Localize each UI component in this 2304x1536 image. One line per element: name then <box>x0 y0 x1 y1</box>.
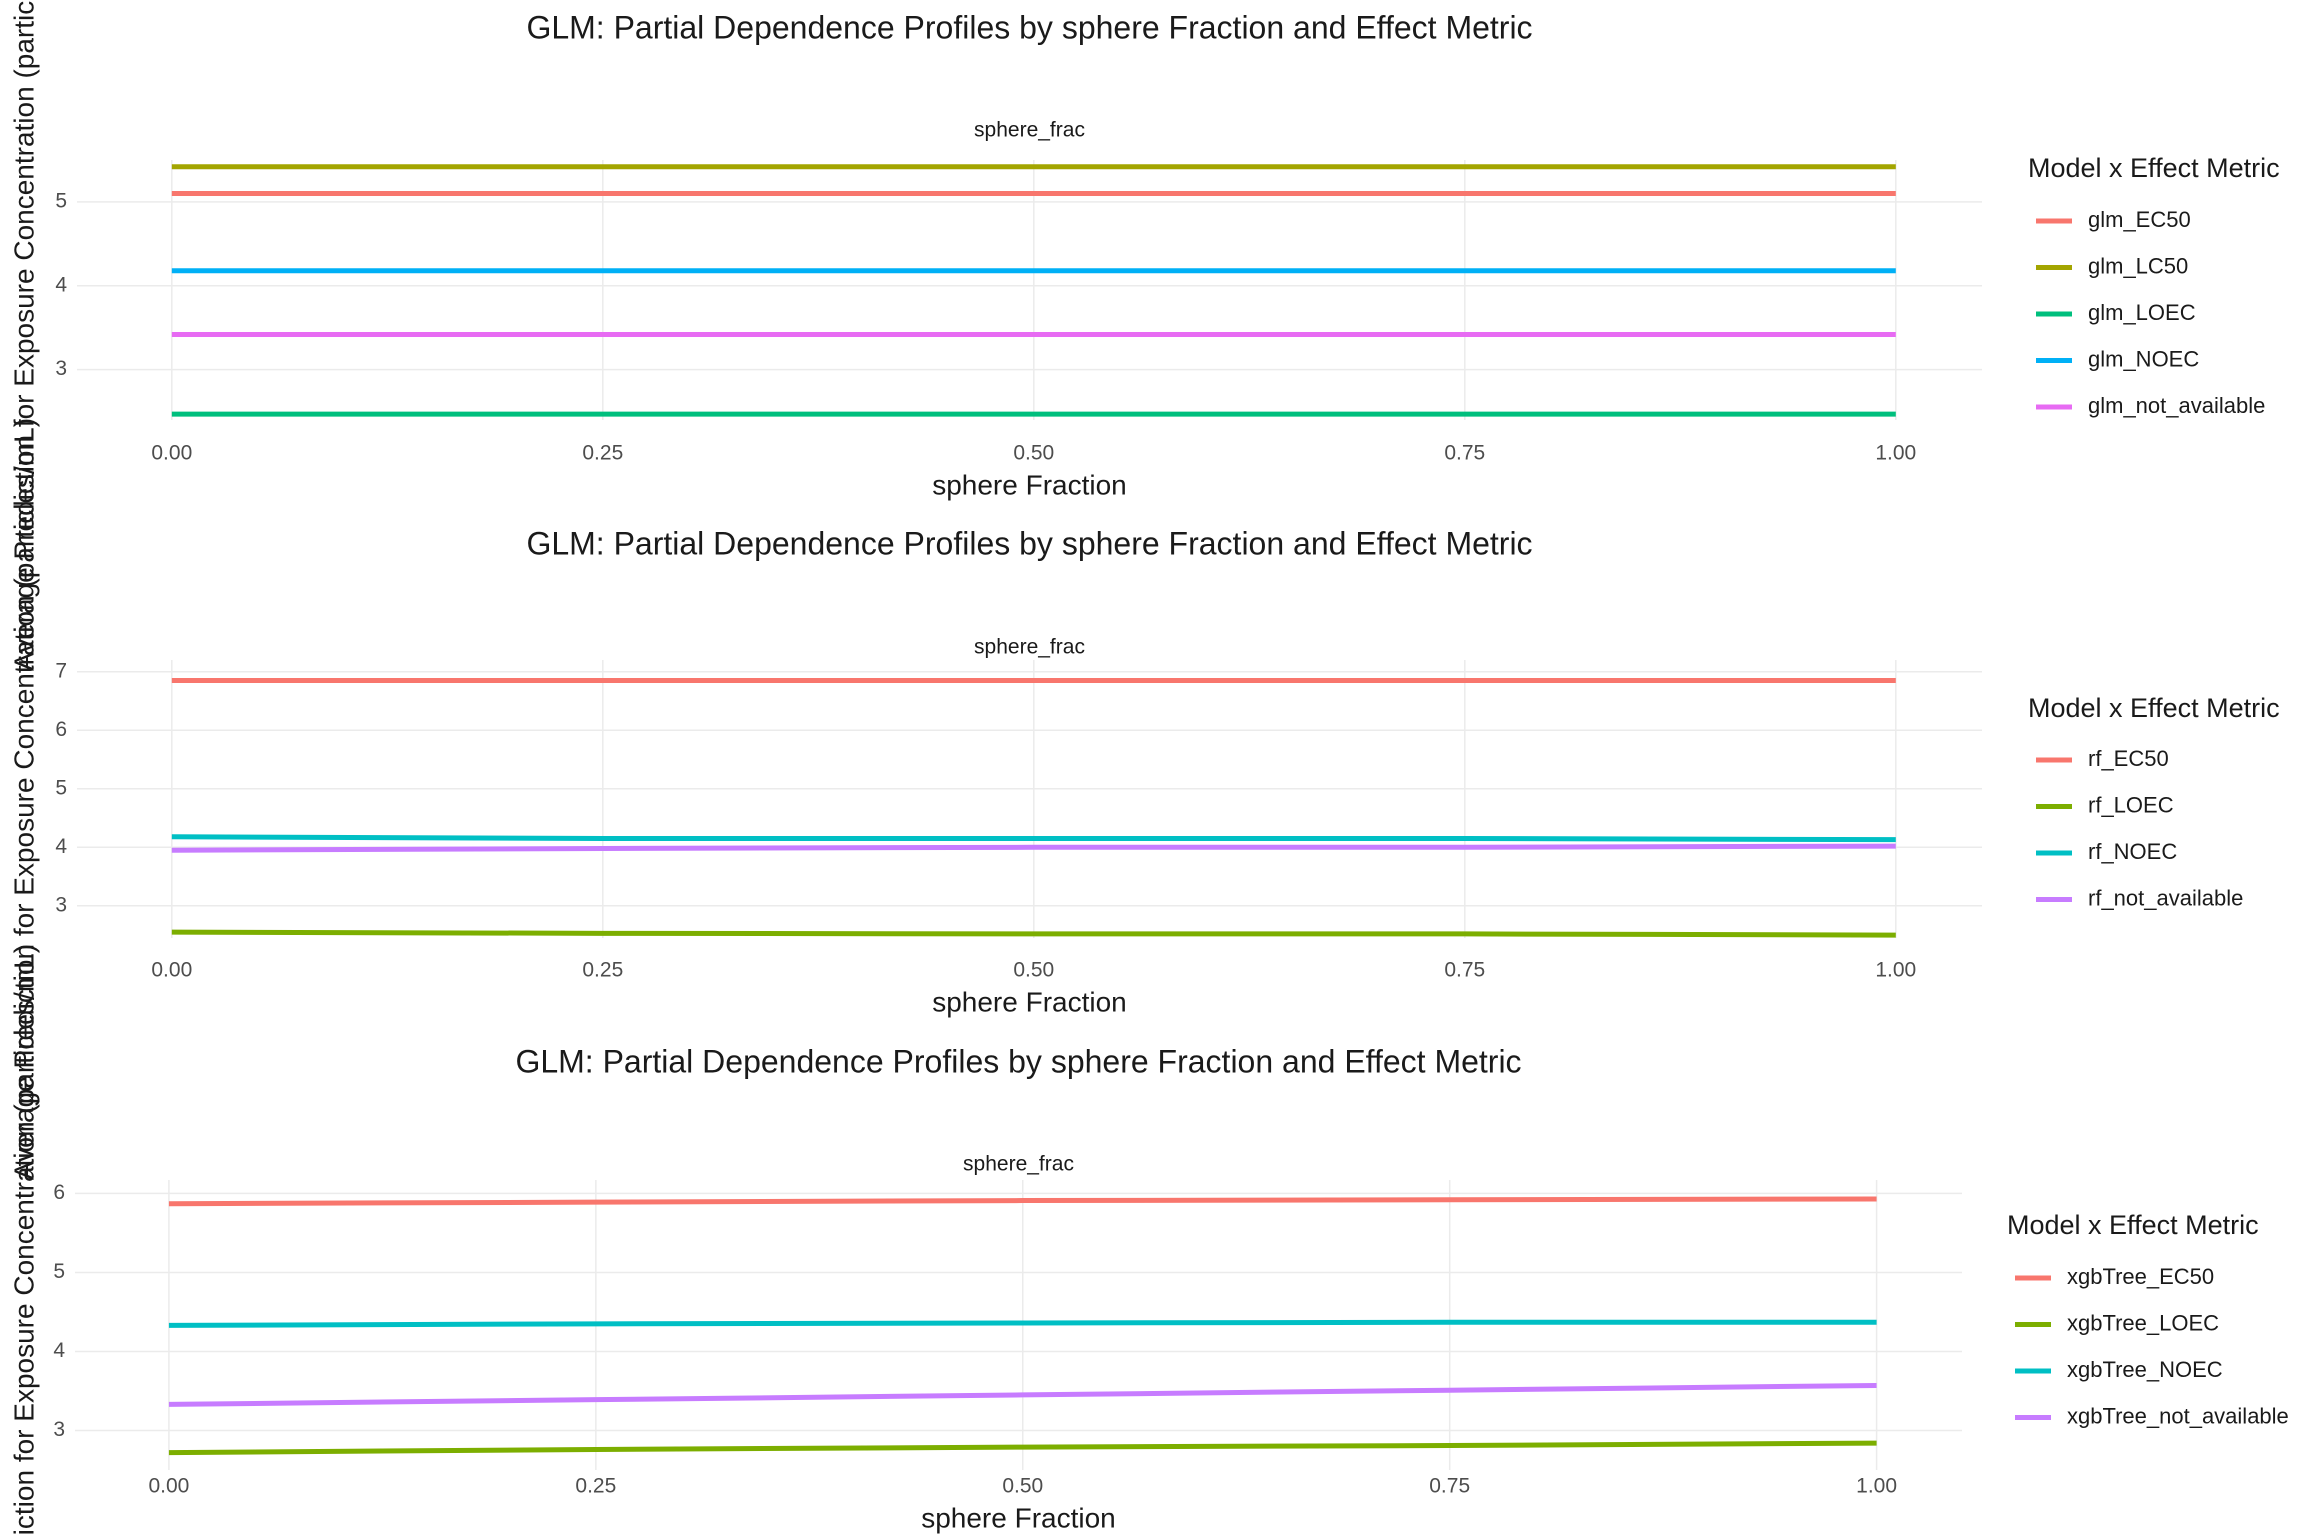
legend-label: xgbTree_LOEC <box>2067 1310 2219 1335</box>
legend-label: glm_EC50 <box>2088 207 2191 232</box>
y-tick-label: 5 <box>55 189 67 212</box>
x-tick-label: 0.00 <box>151 959 192 982</box>
facet-strip: sphere_frac <box>974 119 1085 142</box>
y-tick-label: 4 <box>55 273 67 296</box>
y-tick-label: 4 <box>55 835 67 858</box>
legend-label: glm_not_available <box>2088 393 2265 418</box>
legend-title: Model x Effect Metric <box>2028 693 2280 723</box>
x-tick-label: 0.00 <box>148 1475 189 1498</box>
x-tick-label: 0.50 <box>1013 442 1054 465</box>
x-axis-label: sphere Fraction <box>921 1502 1116 1533</box>
x-tick-label: 0.50 <box>1002 1475 1043 1498</box>
y-tick-label: 5 <box>55 776 67 799</box>
legend-label: xgbTree_NOEC <box>2067 1357 2223 1382</box>
legend-label: xgbTree_not_available <box>2067 1403 2289 1428</box>
series-line <box>171 843 1896 853</box>
legend-label: rf_not_available <box>2088 885 2243 910</box>
y-axis-label: Average Prediction for Exposure Concentr… <box>8 944 39 1536</box>
y-tick-label: 6 <box>53 1181 65 1204</box>
series-line <box>168 1196 1877 1207</box>
series-line <box>168 1440 1877 1456</box>
x-tick-label: 1.00 <box>1875 442 1916 465</box>
series-line <box>168 1382 1877 1407</box>
x-tick-label: 0.25 <box>575 1475 616 1498</box>
legend-label: glm_LC50 <box>2088 253 2188 278</box>
x-axis-label: sphere Fraction <box>932 469 1127 500</box>
legend-label: rf_LOEC <box>2088 792 2174 817</box>
facet-strip: sphere_frac <box>963 1153 1074 1176</box>
legend-label: glm_NOEC <box>2088 346 2199 371</box>
chart-title: GLM: Partial Dependence Profiles by sphe… <box>526 525 1532 561</box>
x-tick-label: 0.75 <box>1429 1475 1470 1498</box>
x-tick-label: 1.00 <box>1856 1475 1897 1498</box>
legend-label: rf_NOEC <box>2088 839 2177 864</box>
x-tick-label: 0.25 <box>582 442 623 465</box>
x-tick-label: 0.25 <box>582 959 623 982</box>
y-axis-label: Average Prediction for Exposure Concentr… <box>8 0 39 671</box>
legend-label: xgbTree_EC50 <box>2067 1264 2214 1289</box>
series-line <box>171 929 1896 938</box>
x-tick-label: 0.00 <box>151 442 192 465</box>
y-tick-label: 3 <box>53 1418 65 1441</box>
x-tick-label: 0.75 <box>1444 442 1485 465</box>
series-line <box>168 1319 1877 1328</box>
y-tick-label: 3 <box>55 893 67 916</box>
x-tick-label: 0.50 <box>1013 959 1054 982</box>
legend-label: rf_EC50 <box>2088 746 2169 771</box>
x-tick-label: 0.75 <box>1444 959 1485 982</box>
y-tick-label: 5 <box>53 1260 65 1283</box>
x-axis-label: sphere Fraction <box>932 986 1127 1017</box>
chart-title: GLM: Partial Dependence Profiles by sphe… <box>515 1043 1521 1079</box>
facet-strip: sphere_frac <box>974 636 1085 659</box>
legend-title: Model x Effect Metric <box>2028 153 2280 183</box>
y-tick-label: 3 <box>55 357 67 380</box>
y-tick-label: 6 <box>55 718 67 741</box>
x-tick-label: 1.00 <box>1875 959 1916 982</box>
chart-title: GLM: Partial Dependence Profiles by sphe… <box>526 9 1532 45</box>
y-axis-label: Average Prediction for Exposure Concentr… <box>8 418 39 1180</box>
legend-title: Model x Effect Metric <box>2007 1210 2259 1240</box>
series-line <box>171 834 1896 843</box>
y-tick-label: 7 <box>55 659 67 682</box>
y-tick-label: 4 <box>53 1339 65 1362</box>
legend-label: glm_LOEC <box>2088 300 2196 325</box>
